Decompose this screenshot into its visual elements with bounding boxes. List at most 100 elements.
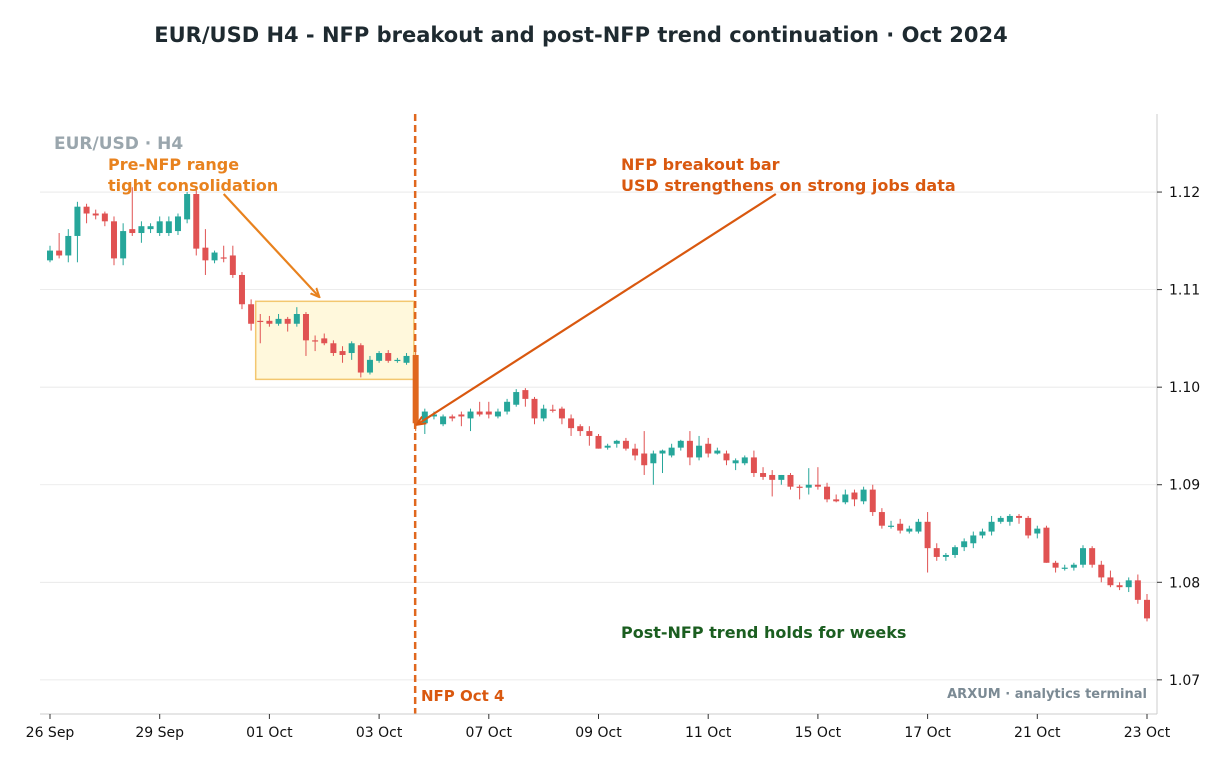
- candle-body: [1125, 580, 1132, 588]
- candle: [376, 351, 383, 363]
- candle: [860, 486, 867, 505]
- candle-body: [522, 390, 529, 399]
- candle-body: [1070, 564, 1077, 568]
- x-axis-ticks: 26 Sep 29 Sep 01 Oct 03 Oct 07 Oct 09 Oct 11 O…: [26, 714, 1171, 741]
- y-tick-label: 1.07: [1169, 673, 1200, 689]
- candle-body: [714, 450, 721, 454]
- x-tick-label: 21 Oct: [1014, 725, 1061, 741]
- candle: [56, 233, 63, 259]
- candle: [842, 489, 849, 505]
- candle: [568, 414, 575, 436]
- candle: [193, 190, 200, 256]
- candle-body: [824, 486, 831, 500]
- candle: [238, 272, 245, 310]
- y-tick-label: 1.08: [1169, 575, 1200, 591]
- candle: [714, 447, 721, 455]
- candle: [293, 307, 300, 327]
- candle: [156, 216, 163, 236]
- candle: [494, 408, 501, 419]
- candle: [467, 408, 474, 432]
- candle: [878, 508, 885, 529]
- candle: [723, 450, 730, 466]
- candle: [988, 515, 995, 536]
- candle-body: [677, 440, 684, 448]
- candle: [604, 443, 611, 450]
- candle-body: [485, 411, 492, 415]
- candle: [257, 314, 264, 344]
- candle-body: [1043, 527, 1050, 563]
- candle: [970, 531, 977, 549]
- candle: [668, 443, 675, 458]
- candle-body: [65, 235, 72, 256]
- breakout-label-line2: USD strengthens on strong jobs data: [621, 176, 956, 195]
- candle-body: [156, 221, 163, 234]
- x-tick-label: 07 Oct: [466, 725, 513, 741]
- candle-body: [979, 531, 986, 536]
- candle: [1070, 562, 1077, 571]
- gridlines: [40, 191, 1157, 681]
- candle: [696, 435, 703, 461]
- candle-body: [1144, 599, 1150, 619]
- candle-body: [1107, 577, 1114, 586]
- candle: [513, 389, 520, 407]
- candle: [1089, 546, 1096, 568]
- candle-body: [842, 494, 849, 503]
- candle: [952, 545, 959, 558]
- symbol-watermark: EUR/USD · H4: [54, 134, 183, 154]
- candle: [220, 245, 227, 263]
- candle-body: [760, 473, 767, 477]
- candle: [961, 538, 968, 552]
- candle-body: [888, 525, 895, 527]
- candle-body: [933, 548, 940, 557]
- candle-body: [540, 408, 547, 419]
- candle-body: [1006, 515, 1013, 522]
- candle-body: [924, 521, 931, 549]
- candle-body: [47, 250, 53, 261]
- candle: [677, 439, 684, 451]
- candle-body: [878, 512, 885, 526]
- candle-body: [302, 314, 309, 341]
- breakout-arrow: [417, 193, 777, 424]
- candle-body: [787, 474, 794, 487]
- candle-body: [138, 226, 145, 234]
- candle-body: [385, 353, 392, 361]
- candle: [504, 398, 511, 415]
- candle: [933, 543, 940, 561]
- candle: [110, 216, 117, 266]
- candle: [229, 245, 236, 278]
- y-tick-label: 1.09: [1169, 478, 1200, 494]
- candle-body: [220, 257, 227, 259]
- candle-body: [1080, 548, 1087, 565]
- candle: [1016, 514, 1023, 524]
- candle: [1025, 515, 1032, 539]
- candle: [1144, 594, 1150, 622]
- candle-body: [805, 484, 812, 488]
- candle: [705, 437, 712, 458]
- candle: [1107, 570, 1114, 588]
- candle: [165, 216, 172, 236]
- candle: [302, 312, 309, 356]
- candle-body: [449, 416, 456, 419]
- candle: [741, 455, 748, 466]
- candle-body: [952, 547, 959, 555]
- candle-body: [339, 351, 346, 355]
- candle-body: [741, 457, 748, 464]
- x-tick-label: 26 Sep: [26, 725, 75, 741]
- candle: [366, 355, 373, 375]
- candle-body: [430, 414, 437, 417]
- candle-body: [769, 474, 776, 480]
- y-tick-label: 1.12: [1169, 185, 1200, 201]
- candle-body: [1052, 562, 1059, 568]
- x-tick-label: 17 Oct: [904, 725, 951, 741]
- candle-body: [458, 414, 465, 417]
- candle: [613, 439, 620, 448]
- candle: [750, 450, 757, 477]
- candle: [321, 333, 328, 346]
- candle-body: [622, 440, 629, 449]
- candle: [979, 528, 986, 539]
- candle-body: [650, 453, 657, 464]
- candle: [476, 401, 483, 417]
- candle-body: [961, 541, 968, 548]
- candle-body: [659, 450, 666, 454]
